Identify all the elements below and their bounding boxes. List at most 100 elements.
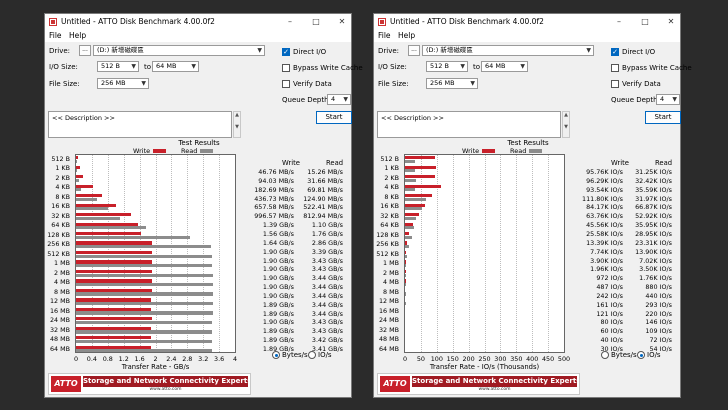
read-bar bbox=[76, 197, 97, 201]
y-tick-label: 16 MB bbox=[378, 306, 399, 315]
close-icon[interactable]: ✕ bbox=[667, 17, 675, 26]
verify-data-checkbox[interactable] bbox=[611, 80, 619, 88]
drive-select[interactable]: (D:) 新增磁碟區 ▼ bbox=[93, 45, 265, 56]
file-size-select[interactable]: 256 MB ▼ bbox=[426, 78, 478, 89]
write-bar bbox=[405, 184, 441, 188]
read-bar bbox=[76, 349, 212, 352]
title-bar: Untitled - ATTO Disk Benchmark 4.00.0f2 … bbox=[45, 14, 351, 30]
banner-url: www.atto.com bbox=[149, 387, 182, 392]
read-bar bbox=[405, 245, 410, 249]
write-bar bbox=[76, 213, 132, 217]
write-value: 25.58K IO/s bbox=[586, 229, 623, 238]
read-bar bbox=[405, 273, 406, 277]
read-bar bbox=[405, 169, 416, 173]
description-field[interactable]: << Description >> bbox=[377, 111, 561, 138]
read-value: 293 IO/s bbox=[645, 300, 672, 309]
start-button[interactable]: Start bbox=[645, 111, 681, 124]
direct-io-checkbox[interactable]: ✓ bbox=[282, 48, 290, 56]
read-value: 812.94 MB/s bbox=[303, 212, 343, 221]
minimize-icon[interactable]: – bbox=[617, 17, 621, 26]
x-tick-label: 1.6 bbox=[134, 355, 145, 363]
gridline bbox=[219, 155, 221, 352]
queue-depth-value: 4 bbox=[660, 95, 665, 103]
read-value: 13.90K IO/s bbox=[635, 247, 672, 256]
x-axis-label: Transfer Rate - GB/s bbox=[121, 363, 190, 371]
read-bar bbox=[405, 178, 417, 182]
ios-radio[interactable] bbox=[308, 351, 316, 359]
read-bar bbox=[405, 197, 427, 201]
bypass-cache-label: Bypass Write Cache bbox=[293, 64, 363, 72]
start-button[interactable]: Start bbox=[316, 111, 352, 124]
read-bar bbox=[76, 254, 213, 258]
atto-banner[interactable]: ATTO Storage and Network Connectivity Ex… bbox=[377, 373, 580, 395]
drive-browse-button[interactable]: ... bbox=[408, 45, 420, 56]
x-tick-label: 2.4 bbox=[166, 355, 177, 363]
bypass-cache-checkbox[interactable] bbox=[282, 64, 290, 72]
read-bar bbox=[76, 311, 213, 315]
maximize-icon[interactable]: □ bbox=[312, 17, 320, 26]
atto-banner[interactable]: ATTO Storage and Network Connectivity Ex… bbox=[48, 373, 251, 395]
write-value: 972 IO/s bbox=[596, 274, 623, 283]
ios-radio[interactable] bbox=[637, 351, 645, 359]
direct-io-label: Direct I/O bbox=[293, 48, 327, 56]
read-bar bbox=[76, 301, 213, 306]
atto-app-icon bbox=[49, 18, 57, 26]
io-size-to-select[interactable]: 64 MB ▼ bbox=[152, 61, 199, 72]
menu-help[interactable]: Help bbox=[69, 31, 87, 40]
atto-logo: ATTO bbox=[380, 376, 410, 392]
menu-file[interactable]: File bbox=[49, 31, 62, 40]
write-value: 1.89 GB/s bbox=[262, 309, 294, 318]
read-bar bbox=[405, 188, 416, 192]
write-value: 13.39K IO/s bbox=[586, 238, 623, 247]
direct-io-checkbox[interactable]: ✓ bbox=[611, 48, 619, 56]
maximize-icon[interactable]: □ bbox=[641, 17, 649, 26]
write-value: 80 IO/s bbox=[600, 318, 623, 327]
description-field[interactable]: << Description >> bbox=[48, 111, 232, 138]
menu-file[interactable]: File bbox=[378, 31, 391, 40]
y-tick-label: 4 MB bbox=[54, 278, 70, 287]
queue-depth-label: Queue Depth: bbox=[611, 96, 660, 104]
read-bar bbox=[76, 159, 77, 163]
gridline bbox=[500, 155, 502, 352]
read-value: 3.44 GB/s bbox=[311, 300, 343, 309]
io-size-from-value: 512 B bbox=[101, 62, 120, 70]
x-tick-label: 4 bbox=[232, 355, 238, 363]
y-tick-label: 32 KB bbox=[380, 211, 399, 220]
queue-depth-select[interactable]: 4 ▼ bbox=[327, 94, 351, 105]
description-scrollbar[interactable]: ▲ ▼ bbox=[562, 111, 570, 138]
drive-browse-button[interactable]: ... bbox=[79, 45, 91, 56]
drive-select[interactable]: (D:) 新增磁碟區 ▼ bbox=[422, 45, 594, 56]
direct-io-label: Direct I/O bbox=[622, 48, 656, 56]
read-value: 3.42 GB/s bbox=[311, 336, 343, 345]
bytes-radio[interactable] bbox=[601, 351, 609, 359]
queue-depth-select[interactable]: 4 ▼ bbox=[656, 94, 680, 105]
menu-help[interactable]: Help bbox=[398, 31, 416, 40]
read-value: 1.76K IO/s bbox=[639, 274, 672, 283]
file-size-value: 256 MB bbox=[101, 79, 126, 87]
description-text: << Description >> bbox=[381, 114, 444, 122]
io-size-to-select[interactable]: 64 MB ▼ bbox=[481, 61, 528, 72]
io-size-label: I/O Size: bbox=[378, 63, 407, 71]
minimize-icon[interactable]: – bbox=[288, 17, 292, 26]
write-bar bbox=[76, 326, 152, 330]
read-value: 109 IO/s bbox=[645, 327, 672, 336]
chevron-down-icon: ▼ bbox=[470, 80, 475, 87]
bypass-cache-checkbox[interactable] bbox=[611, 64, 619, 72]
io-size-from-select[interactable]: 512 B ▼ bbox=[97, 61, 139, 72]
drive-label: Drive: bbox=[49, 47, 71, 55]
io-size-from-select[interactable]: 512 B ▼ bbox=[426, 61, 468, 72]
x-tick-label: 450 bbox=[541, 355, 555, 363]
y-tick-label: 512 KB bbox=[376, 249, 399, 258]
read-bar bbox=[76, 282, 213, 287]
x-tick-label: 2 bbox=[153, 355, 158, 363]
file-size-select[interactable]: 256 MB ▼ bbox=[97, 78, 149, 89]
bytes-radio[interactable] bbox=[272, 351, 280, 359]
close-icon[interactable]: ✕ bbox=[338, 17, 346, 26]
verify-data-checkbox[interactable] bbox=[282, 80, 290, 88]
chart-plot-area bbox=[404, 154, 565, 353]
drive-select-value: (D:) 新增磁碟區 bbox=[426, 46, 473, 54]
read-bar bbox=[76, 188, 81, 192]
x-tick-label: 150 bbox=[446, 355, 459, 363]
write-bar bbox=[405, 203, 426, 207]
description-scrollbar[interactable]: ▲ ▼ bbox=[233, 111, 241, 138]
